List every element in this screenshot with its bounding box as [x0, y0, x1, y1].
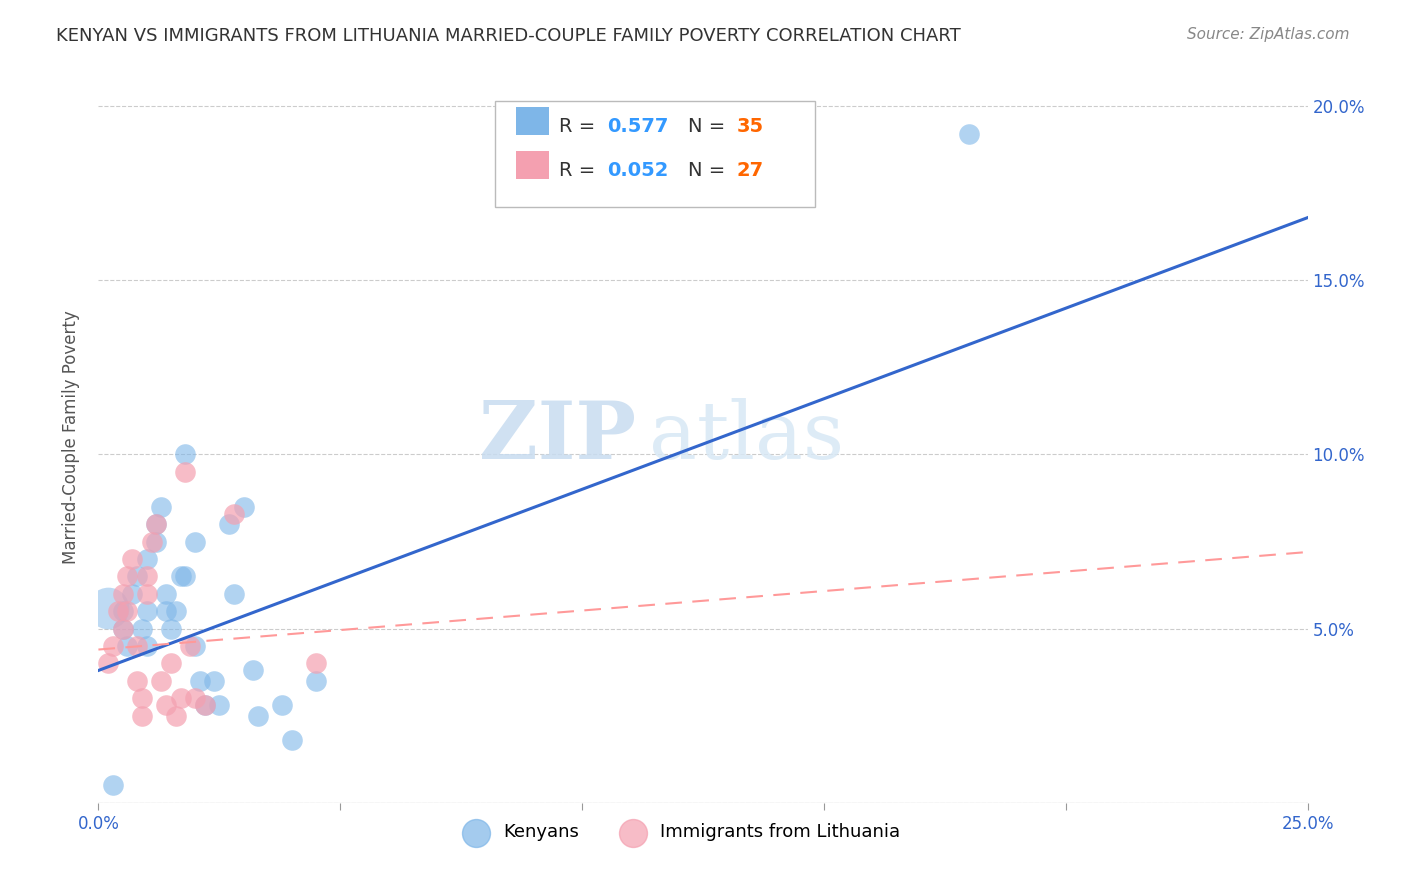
Text: R =: R =: [560, 161, 602, 180]
Point: [222, 507, 245, 521]
Point: [174, 448, 197, 462]
Point: [145, 517, 167, 532]
Point: [135, 552, 157, 566]
Point: [145, 534, 167, 549]
Point: [135, 639, 157, 653]
Point: [117, 604, 139, 618]
FancyBboxPatch shape: [495, 101, 815, 207]
Point: [141, 534, 163, 549]
Point: [184, 691, 207, 706]
Point: [169, 691, 191, 706]
Point: [111, 622, 134, 636]
Point: [194, 698, 217, 713]
Text: 0.052: 0.052: [607, 161, 669, 180]
Text: Source: ZipAtlas.com: Source: ZipAtlas.com: [1187, 27, 1350, 42]
Text: KENYAN VS IMMIGRANTS FROM LITHUANIA MARRIED-COUPLE FAMILY POVERTY CORRELATION CH: KENYAN VS IMMIGRANTS FROM LITHUANIA MARR…: [56, 27, 960, 45]
Point: [107, 604, 129, 618]
Point: [174, 569, 197, 583]
Point: [127, 569, 149, 583]
Point: [111, 622, 134, 636]
Point: [165, 604, 187, 618]
Point: [179, 639, 201, 653]
Point: [204, 673, 226, 688]
Point: [121, 587, 143, 601]
Point: [305, 657, 328, 671]
Point: [101, 639, 124, 653]
Point: [127, 673, 149, 688]
Text: atlas: atlas: [648, 398, 844, 476]
Point: [97, 600, 120, 615]
Point: [208, 698, 231, 713]
Point: [155, 604, 177, 618]
Point: [121, 552, 143, 566]
Point: [155, 698, 177, 713]
Point: [174, 465, 197, 479]
Point: [135, 587, 157, 601]
Text: 27: 27: [737, 161, 763, 180]
Point: [97, 657, 120, 671]
Point: [131, 622, 153, 636]
Point: [281, 733, 304, 747]
Point: [169, 569, 191, 583]
Point: [188, 673, 211, 688]
Point: [111, 587, 134, 601]
Text: 35: 35: [737, 118, 763, 136]
Text: 0.577: 0.577: [607, 118, 669, 136]
Point: [135, 569, 157, 583]
Point: [101, 778, 124, 792]
Point: [165, 708, 187, 723]
Point: [160, 622, 183, 636]
Point: [111, 604, 134, 618]
FancyBboxPatch shape: [516, 107, 550, 135]
Point: [117, 569, 139, 583]
Point: [117, 639, 139, 653]
Text: N =: N =: [689, 118, 733, 136]
Point: [145, 517, 167, 532]
Point: [184, 639, 207, 653]
Point: [131, 691, 153, 706]
Point: [150, 673, 173, 688]
Point: [127, 639, 149, 653]
Point: [232, 500, 254, 514]
Point: [222, 587, 245, 601]
FancyBboxPatch shape: [516, 151, 550, 179]
Point: [305, 673, 328, 688]
Y-axis label: Married-Couple Family Poverty: Married-Couple Family Poverty: [62, 310, 80, 564]
Point: [135, 604, 157, 618]
Point: [150, 500, 173, 514]
Point: [184, 534, 207, 549]
Point: [271, 698, 294, 713]
Point: [131, 708, 153, 723]
Point: [242, 664, 264, 678]
Point: [957, 127, 980, 141]
Point: [160, 657, 183, 671]
Point: [194, 698, 217, 713]
Point: [155, 587, 177, 601]
Point: [247, 708, 270, 723]
Text: R =: R =: [560, 118, 602, 136]
Legend: Kenyans, Immigrants from Lithuania: Kenyans, Immigrants from Lithuania: [450, 816, 907, 848]
Text: ZIP: ZIP: [479, 398, 637, 476]
Point: [218, 517, 240, 532]
Text: N =: N =: [689, 161, 733, 180]
